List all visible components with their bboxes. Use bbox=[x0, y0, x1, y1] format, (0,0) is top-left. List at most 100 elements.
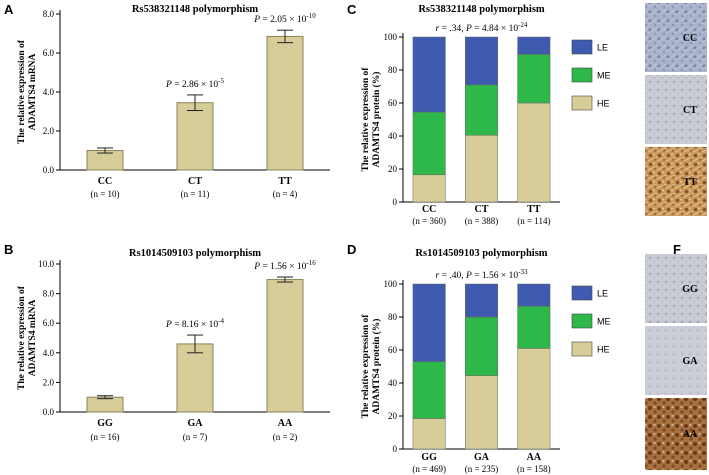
ihc-image-ga-texture bbox=[645, 326, 707, 395]
y-axis-label-c: The relative expression ofADAMTS4 protei… bbox=[361, 67, 382, 172]
legend-swatch-d-le bbox=[571, 285, 593, 301]
bar-segment-d-aa-le bbox=[517, 283, 551, 307]
bar-a-ct bbox=[176, 102, 214, 171]
legend-swatch-d-he bbox=[571, 341, 593, 357]
category-label-c: TT bbox=[527, 204, 541, 215]
panel-label-b: B bbox=[4, 242, 13, 257]
category-label-b: GA bbox=[188, 418, 204, 429]
chart-c: Rs538321148 polymorphism 0 20 40 60 80 100 The … bbox=[361, 4, 611, 226]
y-axis-label-b: The relative expression ofADAMTS4 mRNA bbox=[17, 285, 38, 390]
legend-label-c-he: HE bbox=[597, 99, 610, 109]
ihc-label-ga: GA bbox=[683, 356, 699, 367]
y-tick-label-d: 80 bbox=[388, 312, 398, 322]
y-tick-label-c: 20 bbox=[388, 164, 398, 174]
y-tick-label-d: 20 bbox=[388, 411, 398, 421]
y-tick-label-a: 2.0 bbox=[43, 126, 55, 136]
ihc-label-aa: AA bbox=[683, 429, 698, 440]
bar-segment-c-tt-he bbox=[517, 102, 551, 203]
bar-segment-c-ct-le bbox=[465, 36, 498, 86]
panel-label-f: F bbox=[673, 242, 681, 257]
category-label-b: GG bbox=[97, 418, 113, 429]
count-label-c: (n = 114) bbox=[517, 216, 550, 226]
p-value-label-a: P = 2.86 × 10-5 bbox=[165, 77, 224, 90]
legend-label-c-le: LE bbox=[597, 43, 608, 53]
chart-title-b: Rs1014509103 polymorphism bbox=[129, 248, 261, 259]
count-label-b: (n = 2) bbox=[273, 432, 298, 442]
count-label-a: (n = 4) bbox=[273, 189, 298, 199]
bar-b-aa bbox=[266, 279, 304, 413]
correlation-label-d: r = .40, P = 1.56 × 10-33 bbox=[436, 268, 528, 281]
panel-label-c: C bbox=[347, 2, 357, 17]
panel-label-d: D bbox=[347, 242, 356, 257]
legend-swatch-c-le bbox=[571, 39, 593, 55]
bar-b-ga bbox=[176, 343, 214, 413]
y-tick-label-c: 100 bbox=[384, 32, 398, 42]
legend-label-d-me: ME bbox=[597, 317, 611, 327]
legend-swatch-c-he bbox=[571, 95, 593, 111]
ihc-panel-e: CC CT TT bbox=[645, 3, 707, 216]
category-label-b: AA bbox=[278, 418, 293, 429]
bar-segment-d-aa-me bbox=[517, 306, 551, 349]
count-label-d: (n = 158) bbox=[517, 464, 551, 474]
y-tick-label-d: 0 bbox=[393, 444, 398, 454]
bar-segment-c-cc-he bbox=[412, 174, 446, 203]
correlation-label-c: r = .34, P = 4.84 × 10-24 bbox=[436, 21, 528, 34]
y-tick-label-d: 100 bbox=[384, 279, 398, 289]
ihc-image-cc bbox=[645, 3, 707, 72]
count-label-a: (n = 10) bbox=[90, 189, 119, 199]
y-tick-label-b: 2.0 bbox=[43, 377, 55, 387]
chart-b: Rs1014509103 polymorphism 0.0 2.0 4.0 6.0 8.0… bbox=[17, 248, 330, 442]
bar-segment-d-ga-me bbox=[465, 316, 498, 376]
y-tick-label-d: 60 bbox=[388, 345, 398, 355]
bar-segment-d-gg-le bbox=[412, 283, 446, 362]
ihc-image-ct bbox=[645, 75, 707, 144]
p-value-label-b: P = 1.56 × 10-16 bbox=[253, 259, 316, 272]
y-tick-label-c: 60 bbox=[388, 98, 398, 108]
bar-segment-d-gg-me bbox=[412, 361, 446, 419]
category-label-d: AA bbox=[527, 452, 542, 463]
category-label-a: TT bbox=[278, 176, 292, 187]
ihc-label-cc: CC bbox=[683, 33, 697, 44]
bar-segment-d-ga-le bbox=[465, 283, 498, 318]
y-tick-label-b: 6.0 bbox=[43, 318, 55, 328]
y-tick-label-b: 10.0 bbox=[38, 259, 54, 269]
count-label-b: (n = 16) bbox=[90, 432, 119, 442]
chart-title-d: Rs1014509103 polymorphism bbox=[415, 248, 547, 259]
legend-swatch-c-me bbox=[571, 67, 593, 83]
bar-segment-d-gg-he bbox=[412, 418, 446, 450]
p-value-label-a: P = 2.05 × 10-10 bbox=[253, 12, 316, 25]
bar-segment-c-cc-me bbox=[412, 111, 446, 176]
ihc-image-gg bbox=[645, 254, 707, 323]
y-tick-label-b: 8.0 bbox=[43, 289, 55, 299]
count-label-d: (n = 235) bbox=[465, 464, 499, 474]
bar-segment-c-cc-le bbox=[412, 36, 446, 113]
chart-title-c: Rs538321148 polymorphism bbox=[418, 4, 545, 15]
category-label-a: CC bbox=[98, 176, 112, 187]
ihc-image-aa bbox=[645, 398, 707, 470]
y-tick-label-b: 4.0 bbox=[43, 348, 55, 358]
legend-label-c-me: ME bbox=[597, 71, 611, 81]
bar-b-gg bbox=[86, 396, 124, 413]
panel-label-a: A bbox=[4, 2, 14, 17]
bar-segment-c-ct-me bbox=[465, 84, 498, 136]
category-label-c: CT bbox=[475, 204, 489, 215]
bar-segment-c-tt-le bbox=[517, 36, 551, 55]
y-tick-label-a: 0.0 bbox=[43, 165, 55, 175]
category-label-d: GG bbox=[421, 452, 437, 463]
y-tick-label-b: 0.0 bbox=[43, 407, 55, 417]
bar-segment-d-aa-he bbox=[517, 348, 551, 450]
y-tick-label-a: 6.0 bbox=[43, 48, 55, 58]
bar-segment-d-ga-he bbox=[465, 375, 498, 450]
legend-label-d-le: LE bbox=[597, 289, 608, 299]
y-tick-label-c: 80 bbox=[388, 65, 398, 75]
count-label-a: (n = 11) bbox=[181, 189, 210, 199]
bar-a-tt bbox=[266, 35, 304, 171]
y-axis-label-d: The relative expression ofADAMTS4 protei… bbox=[361, 314, 382, 419]
bar-segment-c-tt-me bbox=[517, 54, 551, 104]
y-tick-label-a: 4.0 bbox=[43, 87, 55, 97]
category-label-a: CT bbox=[188, 176, 202, 187]
count-label-b: (n = 7) bbox=[183, 432, 208, 442]
category-label-d: GA bbox=[474, 452, 490, 463]
ihc-panel-f: GG GA AA bbox=[645, 254, 707, 470]
